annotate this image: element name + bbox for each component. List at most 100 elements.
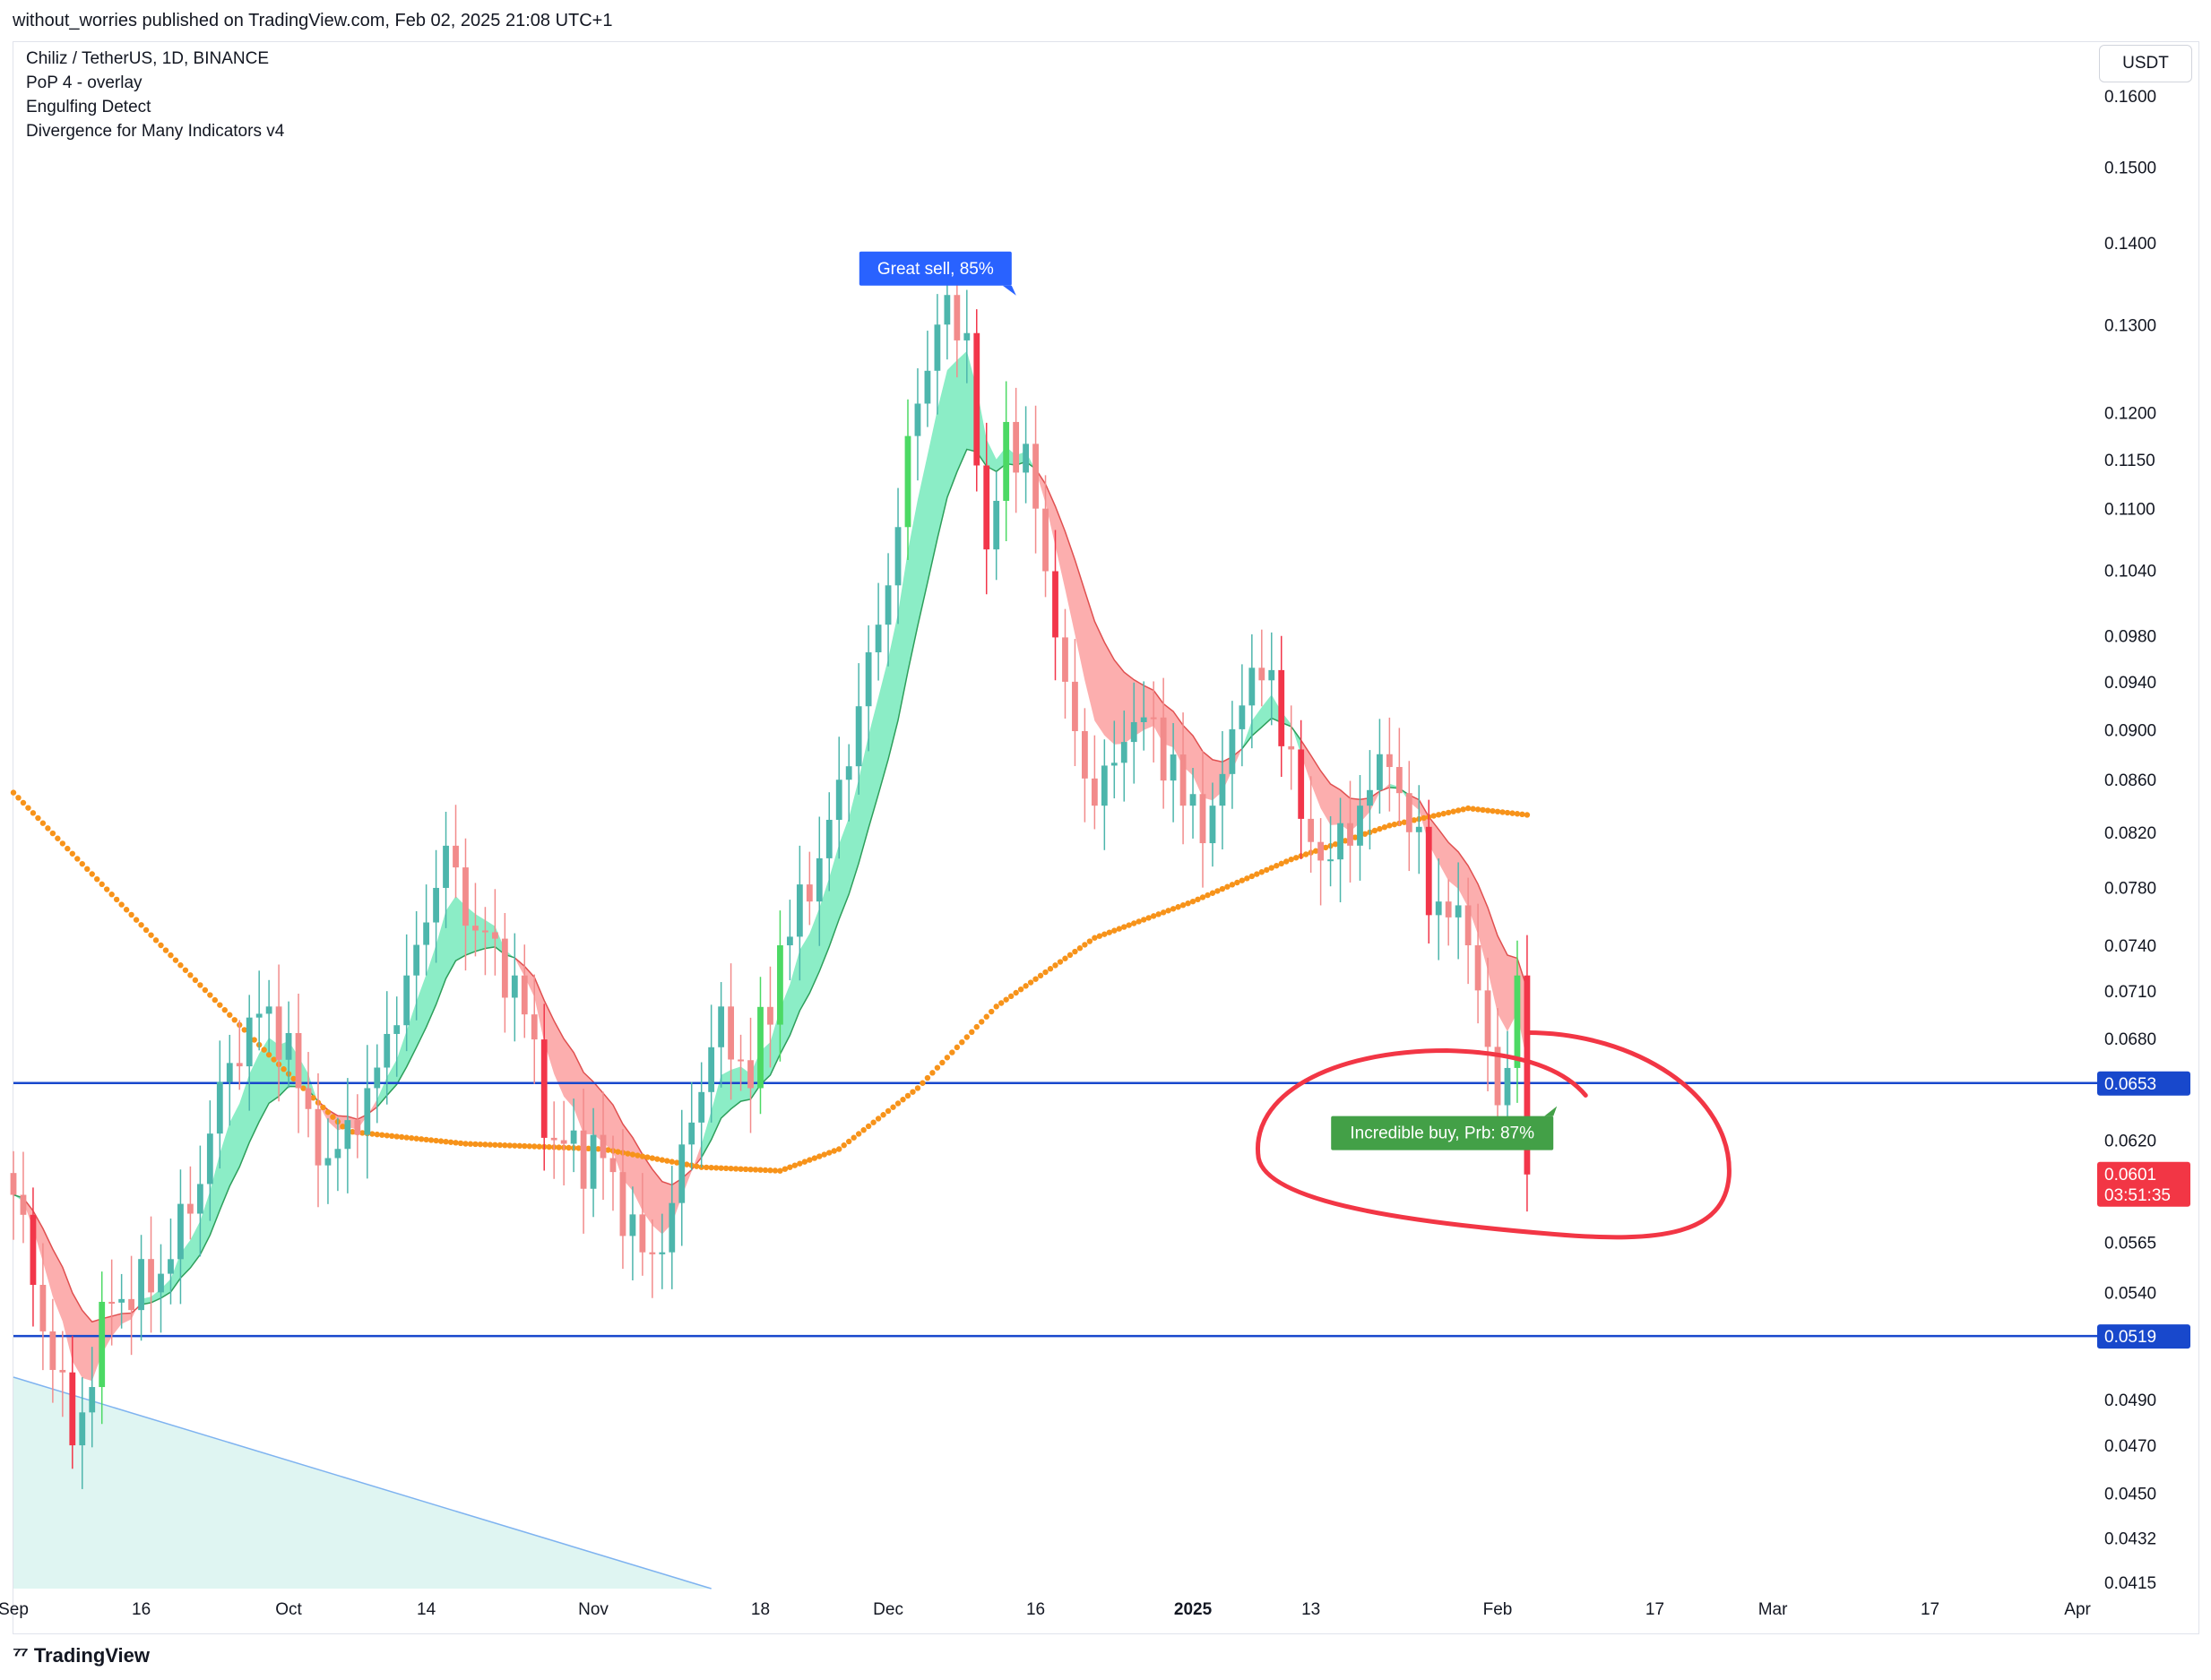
candle-body[interactable] bbox=[796, 884, 803, 937]
candle-body[interactable] bbox=[285, 1032, 292, 1060]
candle-body[interactable] bbox=[963, 332, 971, 340]
candle-body[interactable] bbox=[39, 1284, 47, 1331]
candle-body[interactable] bbox=[609, 1158, 617, 1173]
candle-body[interactable] bbox=[698, 1091, 705, 1123]
candle-body[interactable] bbox=[1445, 901, 1452, 918]
candle-body[interactable] bbox=[1110, 762, 1118, 766]
candle-body[interactable] bbox=[1298, 749, 1305, 819]
candle-body[interactable] bbox=[786, 936, 793, 946]
candle-body[interactable] bbox=[1524, 975, 1531, 1175]
candle-body[interactable] bbox=[1435, 901, 1442, 916]
candle-body[interactable] bbox=[1072, 681, 1078, 731]
candle-body[interactable] bbox=[423, 922, 430, 945]
candle-body[interactable] bbox=[669, 1202, 676, 1253]
candle-body[interactable] bbox=[570, 1130, 577, 1144]
candle-body[interactable] bbox=[894, 527, 902, 586]
candle-body[interactable] bbox=[1317, 841, 1325, 861]
candle-body[interactable] bbox=[344, 1120, 351, 1150]
candle-body[interactable] bbox=[305, 1088, 312, 1109]
last-price-badge[interactable] bbox=[2097, 1161, 2190, 1207]
candle-body[interactable] bbox=[453, 845, 459, 868]
candle-body[interactable] bbox=[914, 403, 921, 436]
candle-body[interactable] bbox=[806, 884, 813, 902]
candle-body[interactable] bbox=[108, 1301, 116, 1304]
candle-body[interactable] bbox=[1484, 990, 1491, 1047]
candle-body[interactable] bbox=[393, 1025, 401, 1034]
candle-body[interactable] bbox=[1337, 823, 1343, 860]
candle-body[interactable] bbox=[1189, 794, 1196, 806]
candle-body[interactable] bbox=[757, 1006, 764, 1089]
candle-body[interactable] bbox=[275, 1006, 282, 1060]
candle-body[interactable] bbox=[1395, 767, 1403, 794]
candle-body[interactable] bbox=[835, 780, 842, 820]
candle-body[interactable] bbox=[825, 819, 833, 858]
candle-body[interactable] bbox=[619, 1172, 626, 1236]
candle-body[interactable] bbox=[816, 857, 823, 902]
horizontal-lines-layer[interactable]: 0.0653 0.0519 bbox=[13, 1071, 2190, 1349]
candle-body[interactable] bbox=[580, 1130, 587, 1189]
candle-body[interactable] bbox=[324, 1158, 332, 1166]
candle-body[interactable] bbox=[845, 766, 852, 780]
candle-body[interactable] bbox=[128, 1298, 135, 1311]
candle-body[interactable] bbox=[10, 1173, 17, 1195]
hline-price-badge[interactable] bbox=[2097, 1324, 2190, 1349]
candle-body[interactable] bbox=[79, 1412, 86, 1446]
candle-body[interactable] bbox=[1278, 669, 1285, 746]
candle-body[interactable] bbox=[1347, 823, 1353, 846]
candle-body[interactable] bbox=[413, 944, 420, 976]
candle-body[interactable] bbox=[875, 625, 882, 653]
candle-body[interactable] bbox=[1258, 668, 1265, 681]
candle-body[interactable] bbox=[216, 1081, 223, 1134]
candle-body[interactable] bbox=[1494, 1047, 1501, 1106]
candle-body[interactable] bbox=[1120, 742, 1127, 763]
candle-body[interactable] bbox=[206, 1133, 213, 1185]
candle-body[interactable] bbox=[1288, 745, 1295, 750]
candle-body[interactable] bbox=[1062, 637, 1068, 682]
candle-body[interactable] bbox=[49, 1331, 56, 1370]
candle-body[interactable] bbox=[462, 867, 469, 926]
candle-body[interactable] bbox=[1239, 705, 1246, 729]
candle-body[interactable] bbox=[1357, 806, 1363, 846]
candle-body[interactable] bbox=[738, 1059, 744, 1062]
candle-body[interactable] bbox=[69, 1372, 76, 1446]
candle-body[interactable] bbox=[1091, 778, 1098, 806]
candle-body[interactable] bbox=[540, 1039, 548, 1138]
candle-body[interactable] bbox=[855, 706, 862, 767]
candle-body[interactable] bbox=[1101, 765, 1108, 806]
candle-body[interactable] bbox=[354, 1120, 361, 1135]
candle-body[interactable] bbox=[384, 1033, 391, 1068]
chart-frame[interactable] bbox=[13, 41, 2199, 1634]
candle-body[interactable] bbox=[639, 1214, 646, 1253]
candle-body[interactable] bbox=[1160, 717, 1167, 781]
candle-body[interactable] bbox=[433, 887, 439, 923]
currency-button[interactable]: USDT bbox=[2099, 45, 2192, 82]
legend-indicator-divergence[interactable]: Divergence for Many Indicators v4 bbox=[26, 122, 285, 141]
candle-body[interactable] bbox=[944, 295, 951, 325]
candle-body[interactable] bbox=[295, 1032, 302, 1089]
candle-body[interactable] bbox=[1229, 728, 1236, 774]
candle-body[interactable] bbox=[158, 1273, 164, 1293]
candle-body[interactable] bbox=[30, 1214, 37, 1285]
candle-body[interactable] bbox=[1013, 421, 1020, 473]
candle-body[interactable] bbox=[649, 1252, 656, 1254]
candle-body[interactable] bbox=[1003, 421, 1010, 501]
candle-body[interactable] bbox=[747, 1060, 754, 1089]
candle-body[interactable] bbox=[501, 938, 508, 998]
candle-body[interactable] bbox=[983, 465, 990, 550]
candle-body[interactable] bbox=[443, 845, 449, 888]
candles-layer[interactable] bbox=[10, 253, 1531, 1489]
candle-body[interactable] bbox=[1268, 669, 1275, 681]
candle-body[interactable] bbox=[246, 1017, 253, 1067]
candle-body[interactable] bbox=[767, 1006, 773, 1025]
candle-body[interactable] bbox=[177, 1203, 184, 1260]
candle-body[interactable] bbox=[1377, 754, 1383, 790]
candle-body[interactable] bbox=[1179, 754, 1187, 806]
candle-body[interactable] bbox=[187, 1203, 194, 1214]
candle-body[interactable] bbox=[1023, 444, 1029, 473]
candle-body[interactable] bbox=[334, 1149, 341, 1159]
candle-body[interactable] bbox=[1032, 444, 1039, 509]
candle-body[interactable] bbox=[20, 1194, 27, 1215]
candle-body[interactable] bbox=[1042, 508, 1049, 572]
candle-body[interactable] bbox=[1455, 905, 1462, 918]
